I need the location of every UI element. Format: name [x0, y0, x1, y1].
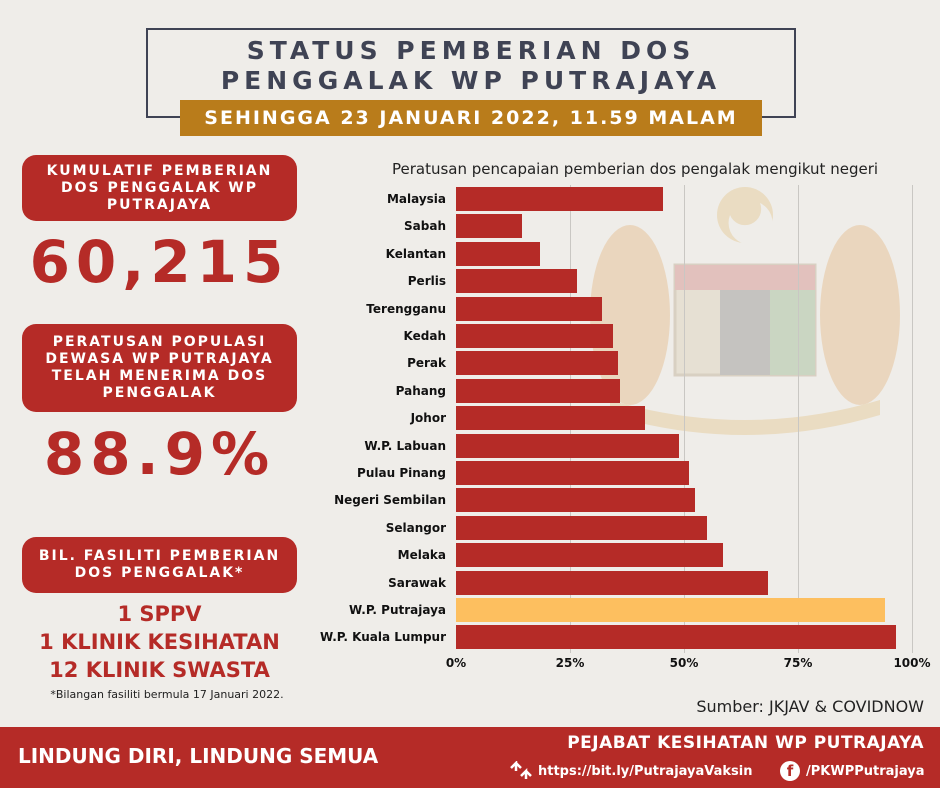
facility-item: 1 SPPV [117, 602, 202, 626]
bar [456, 324, 614, 348]
bar [456, 461, 689, 485]
facility-item: 12 KLINIK SWASTA [49, 658, 270, 682]
bar [456, 406, 646, 431]
cumulative-label: KUMULATIF PEMBERIAN DOS PENGGALAK WP PUT… [22, 155, 297, 221]
x-tick-label: 75% [783, 655, 813, 670]
date-banner: SEHINGGA 23 JANUARI 2022, 11.59 MALAM [180, 100, 762, 136]
category-label: Sabah [404, 219, 446, 234]
gridline [684, 185, 685, 653]
coat-of-arms-watermark [590, 187, 900, 435]
share-arrow-icon [510, 761, 532, 779]
bar [456, 378, 621, 403]
footer-facebook-link[interactable]: f /PKWPPutrajaya [780, 761, 924, 781]
bar [456, 488, 696, 513]
category-label: Kelantan [385, 246, 446, 261]
x-tick-label: 25% [555, 655, 585, 670]
category-label: Perak [407, 356, 446, 371]
category-label: W.P. Labuan [364, 438, 446, 453]
bar [456, 269, 577, 294]
category-label: Kedah [403, 329, 446, 343]
gridline [912, 185, 913, 653]
chart-title: Peratusan pencapaian pemberian dos penga… [392, 160, 879, 178]
bar [456, 241, 541, 266]
facebook-handle: /PKWPPutrajaya [806, 763, 925, 779]
category-label: Pulau Pinang [357, 466, 446, 480]
facility-list: 1 SPPV 1 KLINIK KESIHATAN 12 KLINIK SWAS… [22, 600, 297, 684]
bar [456, 214, 523, 239]
footer: LINDUNG DIRI, LINDUNG SEMUA PEJABAT KESI… [0, 727, 940, 788]
category-label: Pahang [395, 383, 446, 398]
x-tick-label: 0% [445, 655, 467, 670]
category-label: Negeri Sembilan [334, 493, 446, 508]
facility-note: *Bilangan fasiliti bermula 17 Januari 20… [50, 688, 284, 701]
bar [456, 351, 618, 376]
footer-org: PEJABAT KESIHATAN WP PUTRAJAYA [567, 733, 924, 753]
bar [456, 296, 602, 321]
category-label: Sarawak [388, 575, 446, 590]
category-label: Malaysia [386, 192, 446, 206]
bar [456, 598, 885, 622]
percent-value: 88.9% [43, 420, 276, 488]
bar [456, 543, 723, 568]
footer-website-link[interactable]: https://bit.ly/PutrajayaVaksin [510, 761, 753, 781]
bar [456, 570, 769, 595]
footer-slogan: LINDUNG DIRI, LINDUNG SEMUA [18, 744, 379, 768]
category-label: W.P. Kuala Lumpur [319, 630, 446, 645]
source-note: Sumber: JKJAV & COVIDNOW [696, 697, 924, 716]
category-label: Selangor [385, 520, 446, 535]
page-title-line1: STATUS PEMBERIAN DOS [246, 36, 696, 65]
title-frame: STATUS PEMBERIAN DOS PENGGALAK WP PUTRAJ… [146, 28, 796, 118]
category-label: Terengganu [366, 301, 446, 316]
percent-label: PERATUSAN POPULASI DEWASA WP PUTRAJAYA T… [22, 324, 297, 412]
bar [456, 433, 680, 458]
bar [456, 187, 664, 211]
facility-label: BIL. FASILITI PEMBERIAN DOS PENGGALAK* [22, 537, 297, 593]
gridline [798, 185, 799, 653]
facebook-icon: f [780, 761, 800, 781]
website-url: https://bit.ly/PutrajayaVaksin [538, 763, 753, 779]
page-title-line2: PENGGALAK WP PUTRAJAYA [220, 66, 722, 95]
category-label: Johor [410, 411, 446, 426]
x-tick-label: 50% [669, 655, 699, 670]
cumulative-value: 60,215 [29, 228, 290, 296]
category-label: W.P. Putrajaya [349, 603, 446, 617]
bar [456, 625, 897, 650]
category-label: Melaka [397, 548, 446, 563]
category-label: Perlis [407, 274, 446, 289]
facility-item: 1 KLINIK KESIHATAN [39, 630, 280, 654]
bar [456, 515, 707, 540]
x-tick-label: 100% [893, 655, 931, 670]
